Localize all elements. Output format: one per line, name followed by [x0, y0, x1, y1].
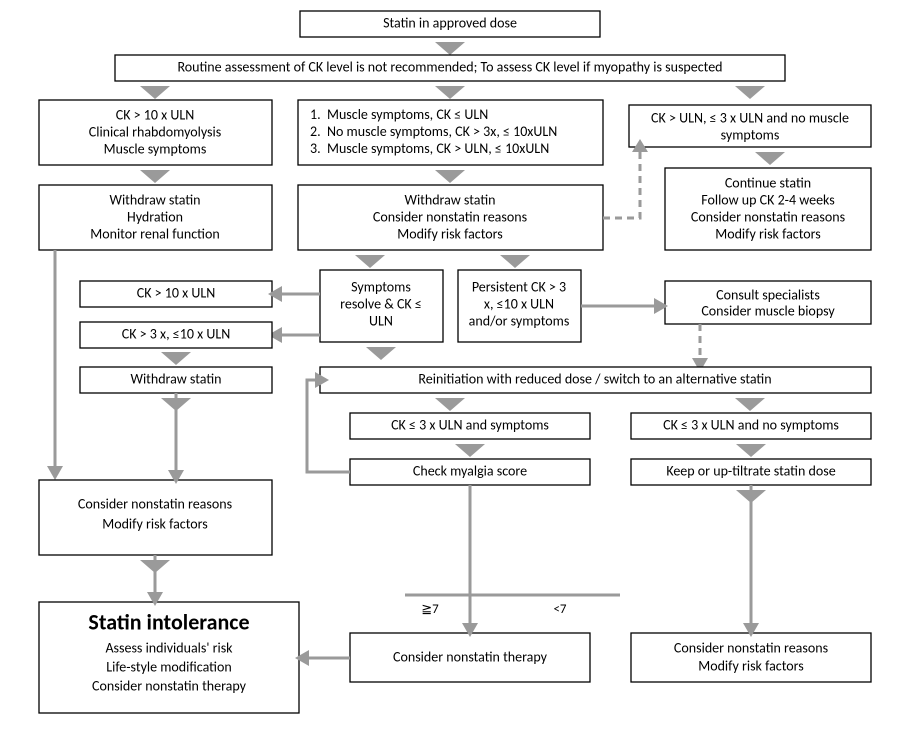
n16-l1: Modify risk factors [102, 515, 208, 532]
n5-l1: symptoms [721, 126, 780, 143]
n23-l0: Consider nonstatin reasons [674, 639, 828, 656]
n3-l0: CK > 10 x ULN [116, 106, 195, 123]
n12-l0: Consult specialists [716, 286, 820, 303]
n21-l2: Consider nonstatin therapy [92, 677, 247, 694]
n6-l2: Monitor renal function [90, 225, 219, 242]
n4-i2: 3. Muscle symptoms, CK > ULN, ≤ 10xULN [310, 140, 549, 157]
n2-l0: Routine assessment of CK level is not re… [177, 58, 722, 75]
n15-l0: Reinitiation with reduced dose / switch … [418, 370, 771, 387]
arrow [355, 255, 385, 268]
n10-l1: resolve & CK ≤ [340, 295, 422, 312]
n8-l0: Continue statin [725, 174, 811, 191]
arrow [455, 444, 485, 457]
arrow [435, 398, 465, 411]
arrow [435, 170, 465, 183]
n11-l1: x, ≤10 x ULN [484, 295, 554, 312]
n21-title: Statin intolerance [88, 608, 249, 635]
edge-n19-n15 [307, 380, 350, 472]
n20-l0: Keep or up-tiltrate statin dose [666, 462, 835, 479]
arrow [140, 86, 170, 99]
flowchart-canvas: Statin in approved dose Routine assessme… [0, 0, 900, 743]
arrow [755, 152, 785, 165]
n19-l0: Check myalgia score [413, 462, 527, 479]
n8-l3: Modify risk factors [715, 225, 821, 242]
n18-l0: CK ≤ 3 x ULN and no symptoms [663, 416, 839, 433]
n13-l0: CK > 3 x, ≤10 x ULN [122, 325, 231, 342]
n21-l1: Life-style modification [106, 658, 231, 675]
n4-i0: 1. Muscle symptoms, CK ≤ ULN [310, 106, 488, 123]
n16-l0: Consider nonstatin reasons [78, 495, 232, 512]
arrow [735, 86, 765, 99]
arrow [500, 255, 530, 268]
n22-l0: Consider nonstatin therapy [393, 648, 548, 665]
n17-l0: CK ≤ 3 x ULN and symptoms [391, 416, 549, 433]
n7-l0: Withdraw statin [404, 191, 495, 208]
n4-i1: 2. No muscle symptoms, CK > 3x, ≤ 10xULN [310, 123, 557, 140]
n5-l0: CK > ULN, ≤ 3 x ULN and no muscle [651, 109, 849, 126]
n14-l0: Withdraw statin [130, 370, 221, 387]
arrow [140, 170, 170, 183]
arrow [736, 444, 766, 457]
arrow [161, 352, 191, 365]
n21-l0: Assess individuals' risk [105, 639, 233, 656]
edge-n7-n5 [603, 148, 640, 218]
n10-l2: ULN [369, 312, 393, 329]
n6-l0: Withdraw statin [109, 191, 200, 208]
n7-l2: Modify risk factors [397, 225, 503, 242]
n1-l0: Statin in approved dose [383, 14, 517, 31]
label-ge7: ≧7 [421, 602, 439, 617]
n10-l0: Symptoms [351, 278, 411, 295]
n9-l0: CK > 10 x ULN [137, 284, 216, 301]
n12-l1: Consider muscle biopsy [701, 302, 835, 319]
n7-l1: Consider nonstatin reasons [373, 208, 527, 225]
n8-l1: Follow up CK 2-4 weeks [701, 191, 835, 208]
arrow [435, 86, 465, 99]
arrow [435, 42, 465, 55]
n3-l2: Muscle symptoms [104, 140, 207, 157]
arrow [366, 347, 396, 360]
n11-l0: Persistent CK > 3 [472, 278, 566, 295]
n3-l1: Clinical rhabdomyolysis [89, 123, 221, 140]
n8-l2: Consider nonstatin reasons [691, 208, 845, 225]
n6-l1: Hydration [127, 208, 183, 225]
label-lt7: <7 [553, 602, 566, 617]
n23-l1: Modify risk factors [698, 657, 804, 674]
arrow [735, 398, 765, 411]
n11-l2: and/or symptoms [469, 312, 570, 329]
arrow [47, 466, 63, 480]
